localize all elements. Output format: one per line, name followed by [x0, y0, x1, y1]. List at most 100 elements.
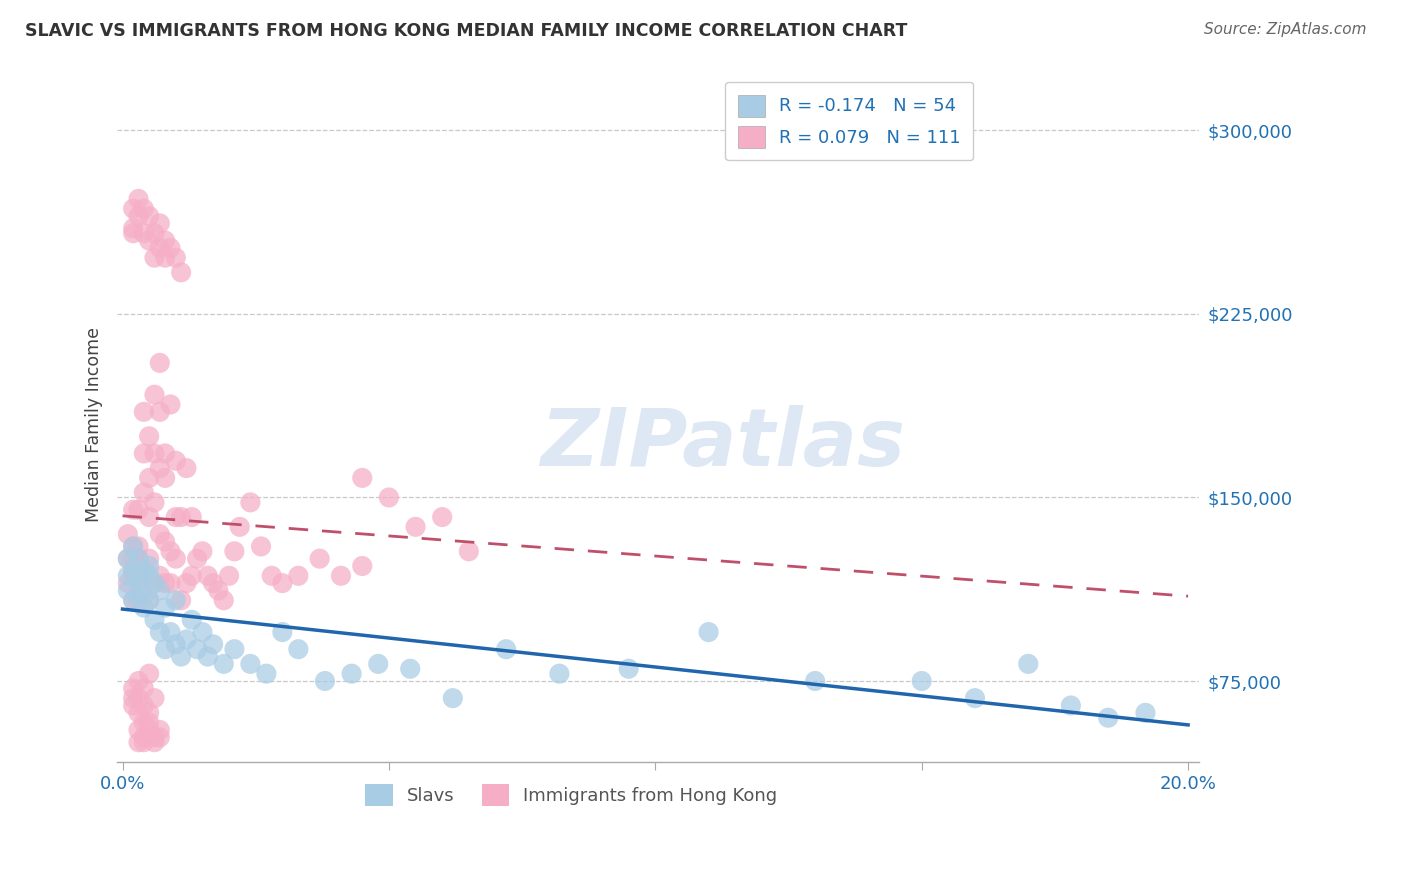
- Point: [122, 593, 145, 607]
- Point: [153, 234, 176, 248]
- Point: [122, 551, 145, 566]
- Point: [143, 731, 166, 745]
- Point: [128, 540, 150, 554]
- Point: [170, 265, 193, 279]
- Point: [122, 681, 145, 696]
- Point: [153, 642, 176, 657]
- Point: [254, 666, 277, 681]
- Point: [804, 673, 827, 688]
- Point: [207, 583, 229, 598]
- Point: [122, 564, 145, 578]
- Point: [186, 551, 208, 566]
- Point: [132, 485, 155, 500]
- Point: [159, 625, 181, 640]
- Point: [441, 691, 464, 706]
- Point: [352, 471, 374, 485]
- Point: [132, 405, 155, 419]
- Point: [128, 551, 150, 566]
- Point: [153, 471, 176, 485]
- Point: [132, 564, 155, 578]
- Point: [352, 559, 374, 574]
- Point: [1097, 711, 1119, 725]
- Point: [117, 527, 139, 541]
- Point: [165, 454, 187, 468]
- Point: [153, 251, 176, 265]
- Point: [176, 632, 198, 647]
- Point: [122, 691, 145, 706]
- Point: [122, 540, 145, 554]
- Point: [165, 510, 187, 524]
- Point: [138, 715, 160, 730]
- Point: [191, 625, 214, 640]
- Point: [143, 576, 166, 591]
- Point: [170, 593, 193, 607]
- Point: [122, 502, 145, 516]
- Point: [159, 397, 181, 411]
- Point: [143, 226, 166, 240]
- Point: [128, 735, 150, 749]
- Point: [617, 662, 640, 676]
- Point: [132, 731, 155, 745]
- Point: [128, 502, 150, 516]
- Point: [128, 551, 150, 566]
- Point: [287, 642, 309, 657]
- Point: [165, 637, 187, 651]
- Point: [143, 576, 166, 591]
- Point: [128, 209, 150, 223]
- Legend: Slavs, Immigrants from Hong Kong: Slavs, Immigrants from Hong Kong: [359, 777, 785, 814]
- Point: [138, 723, 160, 737]
- Point: [128, 569, 150, 583]
- Point: [457, 544, 479, 558]
- Point: [159, 576, 181, 591]
- Point: [963, 691, 986, 706]
- Point: [138, 666, 160, 681]
- Point: [149, 731, 172, 745]
- Point: [153, 446, 176, 460]
- Point: [165, 593, 187, 607]
- Text: ZIPatlas: ZIPatlas: [540, 405, 905, 483]
- Point: [128, 593, 150, 607]
- Point: [138, 209, 160, 223]
- Point: [170, 649, 193, 664]
- Point: [138, 234, 160, 248]
- Point: [132, 735, 155, 749]
- Point: [132, 600, 155, 615]
- Point: [405, 520, 427, 534]
- Point: [212, 657, 235, 671]
- Point: [197, 649, 219, 664]
- Point: [122, 202, 145, 216]
- Point: [143, 691, 166, 706]
- Point: [149, 583, 172, 598]
- Point: [132, 698, 155, 713]
- Text: SLAVIC VS IMMIGRANTS FROM HONG KONG MEDIAN FAMILY INCOME CORRELATION CHART: SLAVIC VS IMMIGRANTS FROM HONG KONG MEDI…: [25, 22, 908, 40]
- Point: [287, 569, 309, 583]
- Point: [128, 706, 150, 720]
- Point: [340, 666, 363, 681]
- Point: [432, 510, 454, 524]
- Point: [495, 642, 517, 657]
- Point: [159, 544, 181, 558]
- Point: [122, 698, 145, 713]
- Point: [128, 569, 150, 583]
- Point: [149, 625, 172, 640]
- Point: [149, 405, 172, 419]
- Point: [202, 576, 225, 591]
- Point: [122, 564, 145, 578]
- Point: [1017, 657, 1039, 671]
- Point: [117, 576, 139, 591]
- Point: [143, 495, 166, 509]
- Point: [117, 551, 139, 566]
- Point: [143, 446, 166, 460]
- Point: [132, 202, 155, 216]
- Point: [122, 569, 145, 583]
- Point: [165, 251, 187, 265]
- Point: [128, 576, 150, 591]
- Point: [271, 625, 294, 640]
- Point: [122, 593, 145, 607]
- Point: [149, 241, 172, 255]
- Point: [117, 551, 139, 566]
- Point: [143, 387, 166, 401]
- Point: [308, 551, 330, 566]
- Point: [138, 569, 160, 583]
- Point: [149, 216, 172, 230]
